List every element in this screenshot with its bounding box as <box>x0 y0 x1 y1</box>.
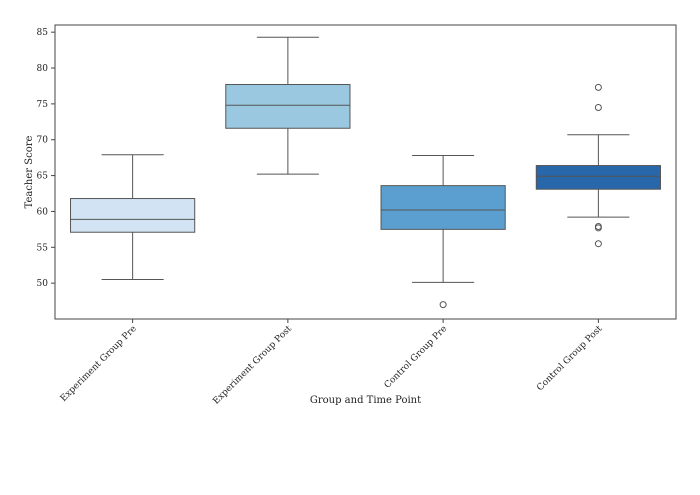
x-tick-label: Control Group Post <box>535 324 604 393</box>
box-iqr <box>70 198 196 233</box>
x-tick-label: Experiment Group Pre <box>59 324 139 404</box>
box-iqr <box>225 84 351 129</box>
y-tick-label: 60 <box>37 207 49 217</box>
plot-frame <box>54 24 677 320</box>
y-tick-label: 75 <box>37 100 49 110</box>
box-group <box>225 36 351 175</box>
outlier-point <box>594 224 602 232</box>
y-tick-label: 65 <box>37 172 49 182</box>
box-group <box>535 83 661 248</box>
y-tick-label: 55 <box>37 243 49 253</box>
x-tick-label: Control Group Pre <box>383 324 450 391</box>
y-tick-label: 70 <box>37 136 49 146</box>
box-iqr <box>535 165 661 190</box>
x-axis-label: Group and Time Point <box>310 395 421 406</box>
x-axis: Experiment Group Pre Experiment Group Pos… <box>59 319 605 407</box>
y-tick-label: 85 <box>37 28 49 38</box>
y-axis: 50 55 60 65 70 75 80 85 <box>37 28 55 289</box>
outlier-point <box>439 301 447 309</box>
box-iqr <box>380 185 506 230</box>
outlier-point <box>594 103 602 111</box>
y-axis-label: Teacher Score <box>24 135 35 208</box>
y-tick-label: 50 <box>37 279 49 289</box>
boxes-layer <box>70 36 661 309</box>
outlier-point <box>594 240 602 248</box>
y-tick-label: 80 <box>37 64 49 74</box>
outlier-point <box>594 83 602 91</box>
x-tick-label: Experiment Group Post <box>211 324 294 407</box>
box-group <box>70 154 196 281</box>
box-group <box>380 155 506 309</box>
